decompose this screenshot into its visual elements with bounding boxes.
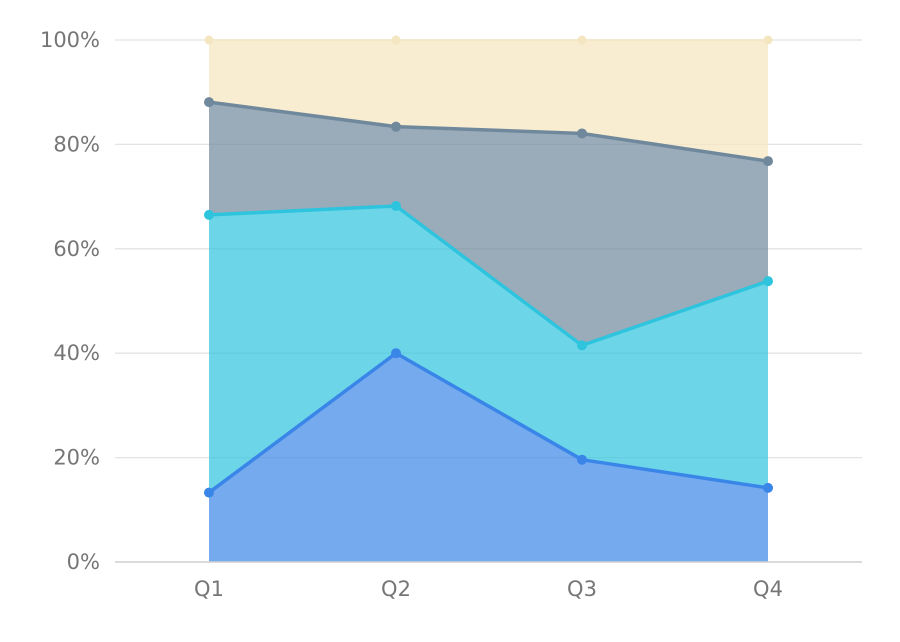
data-point	[577, 454, 587, 465]
line-series-2	[208, 204, 769, 348]
y-tick-label: 100%	[40, 28, 100, 52]
x-tick-label: Q3	[567, 577, 597, 601]
area-series-3	[209, 102, 768, 346]
data-point	[391, 121, 401, 132]
area-series-1	[209, 353, 768, 562]
x-tick-label: Q4	[753, 577, 783, 601]
data-point	[763, 156, 773, 167]
data-point	[391, 35, 401, 45]
data-point	[391, 348, 401, 359]
data-points	[204, 35, 773, 498]
series-lines	[207, 39, 769, 494]
y-tick-label: 20%	[53, 446, 100, 470]
data-point	[763, 276, 773, 287]
area-series-2	[209, 205, 768, 493]
y-axis-ticks: 0% 20% 40% 60% 80% 100%	[40, 28, 100, 574]
data-point	[204, 209, 214, 220]
line-series-3	[208, 100, 769, 163]
data-point	[577, 340, 587, 351]
area-series	[209, 40, 768, 562]
y-tick-label: 0%	[67, 550, 100, 574]
line-series-1	[207, 351, 769, 494]
x-tick-label: Q2	[381, 577, 411, 601]
data-point	[763, 482, 773, 493]
data-point	[204, 487, 214, 498]
data-point	[577, 128, 587, 139]
data-point	[763, 35, 773, 45]
area-series-4	[209, 40, 768, 162]
data-point	[391, 200, 401, 211]
data-point	[577, 35, 587, 45]
y-tick-label: 60%	[53, 237, 100, 261]
data-point	[204, 35, 214, 45]
x-tick-label: Q1	[194, 577, 224, 601]
y-tick-label: 80%	[53, 132, 100, 156]
data-point	[204, 97, 214, 108]
y-tick-label: 40%	[53, 341, 100, 365]
x-axis-ticks: Q1 Q2 Q3 Q4	[194, 577, 783, 601]
